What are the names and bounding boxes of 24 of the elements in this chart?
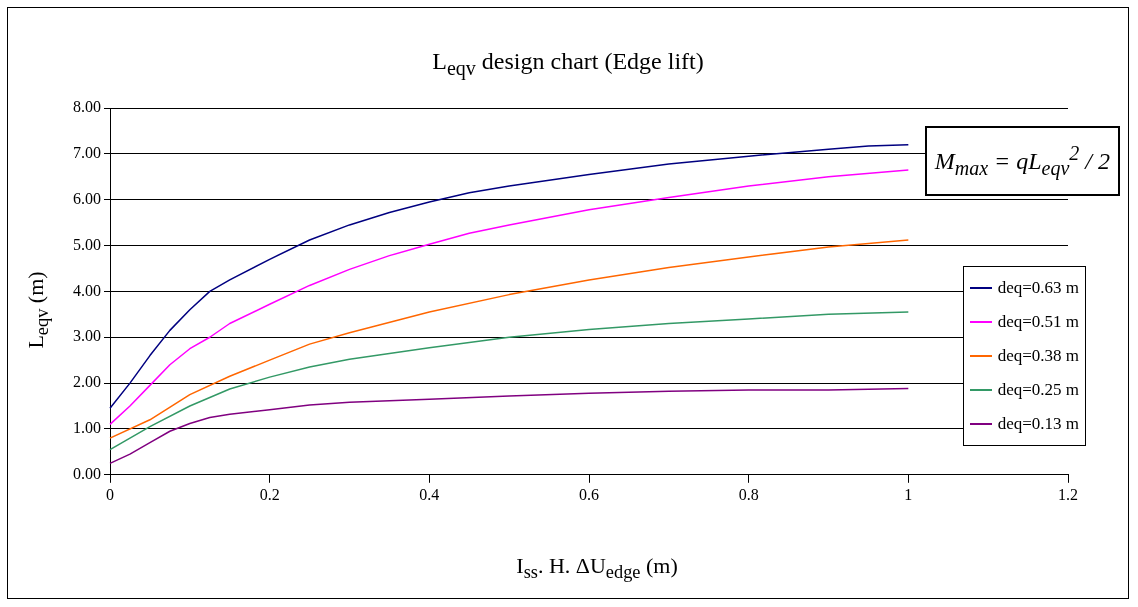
- x-tick-label: 1.2: [1058, 485, 1078, 503]
- y-tick-label: 7.00: [73, 144, 101, 162]
- x-tick-label: 1: [904, 485, 913, 503]
- x-tick-label: 0.4: [419, 485, 440, 503]
- y-tick-label: 8.00: [73, 98, 101, 116]
- y-tick-label: 5.00: [73, 235, 101, 253]
- x-tick-label: 0.2: [259, 485, 280, 503]
- x-axis-title: I$_{ss}$. H. ΔU$_{edge}$ (m): [515, 553, 679, 584]
- legend-label: deq=0.38 m: [997, 346, 1079, 366]
- y-tick-label: 1.00: [73, 419, 101, 437]
- x-tick-label: 0.6: [579, 485, 599, 503]
- legend-label: deq=0.13 m: [997, 414, 1079, 434]
- legend-label: deq=0.63 m: [997, 278, 1079, 298]
- y-tick-label: 4.00: [73, 281, 101, 299]
- x-tick-label: 0.8: [738, 485, 759, 503]
- chart-title: L$_{eqv}$ design chart (Edge lift): [431, 48, 705, 80]
- legend-label: deq=0.25 m: [997, 380, 1079, 400]
- y-tick-label: 2.00: [73, 373, 101, 391]
- y-tick-label: 0.00: [73, 465, 101, 482]
- legend-label: deq=0.51 m: [997, 312, 1079, 332]
- y-tick-label: 3.00: [73, 327, 101, 345]
- x-tick-label: 0: [106, 485, 114, 503]
- annotation: M$_{max}$ = qL$_{eqv}$$^{2}$ / 2: [924, 126, 1120, 196]
- y-tick-label: 6.00: [73, 189, 101, 207]
